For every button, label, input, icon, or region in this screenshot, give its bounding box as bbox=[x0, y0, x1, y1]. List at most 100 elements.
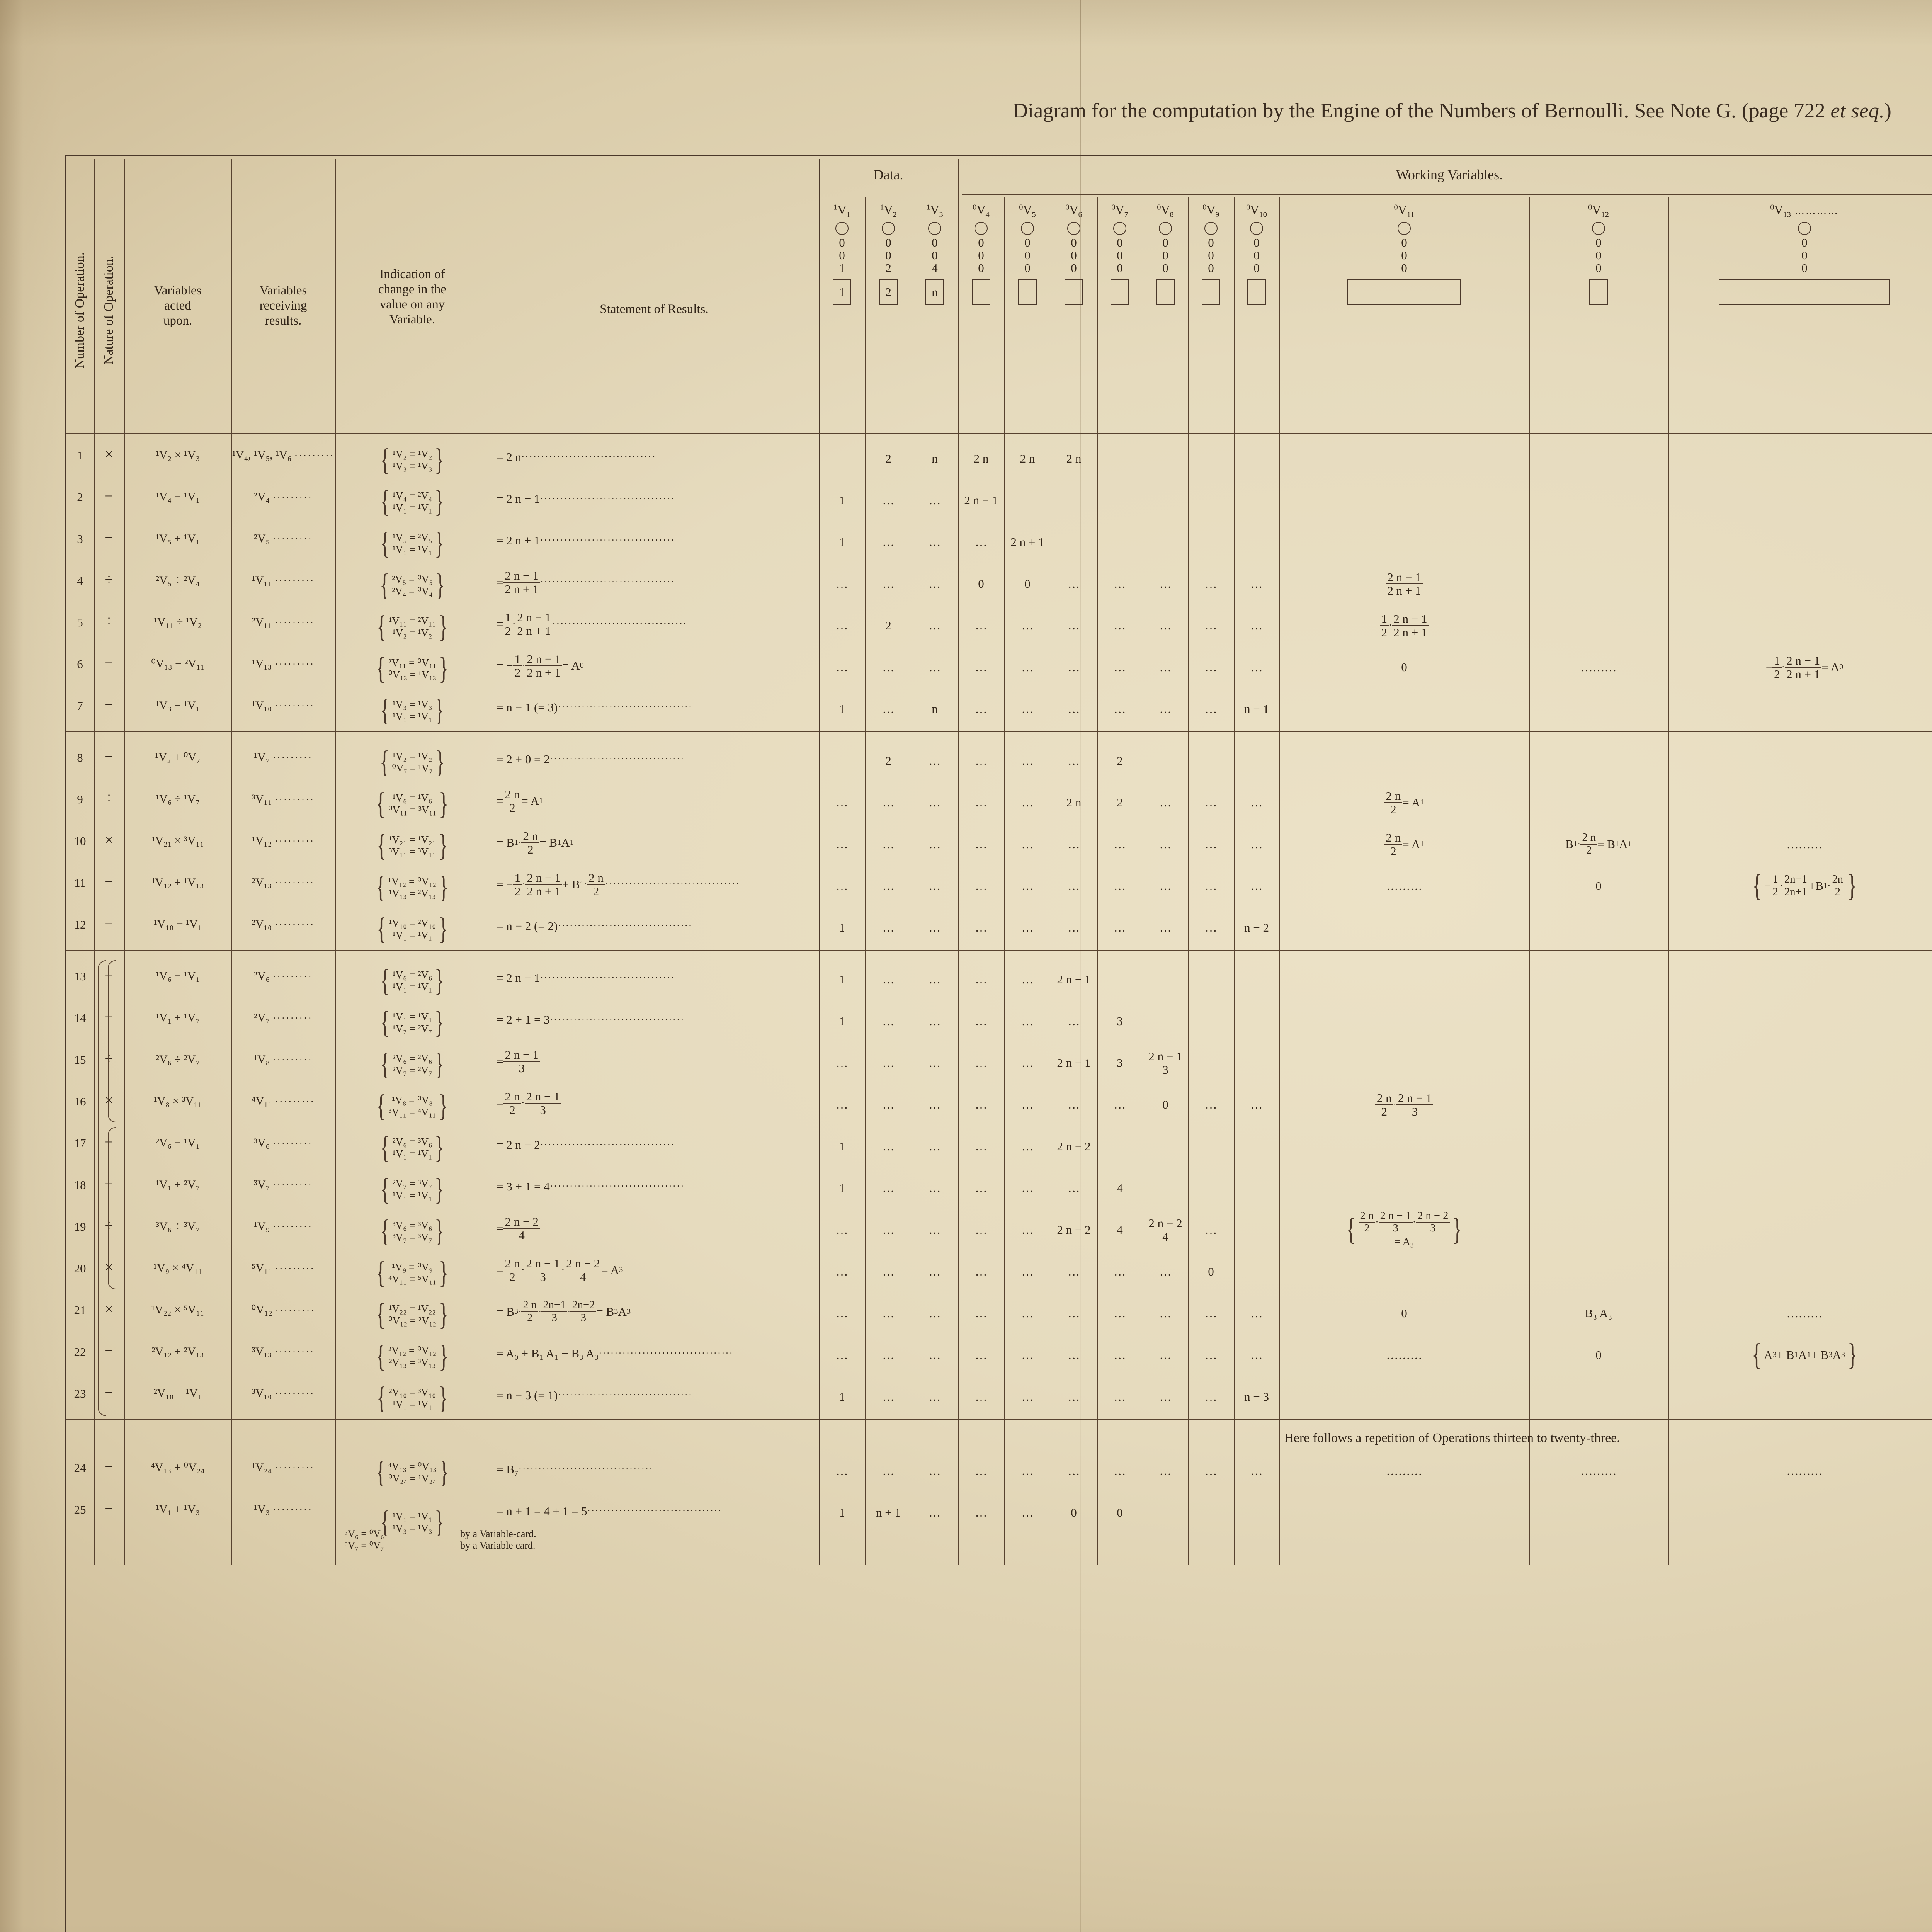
cell-v1: … bbox=[836, 1223, 848, 1237]
cell-v6: … bbox=[1068, 1181, 1080, 1195]
operation-number: 7 bbox=[77, 699, 83, 713]
table-row: 19 ÷ ³V₆ ÷ ³V₇ ¹V₉ ········· {³V₆ = ³V₆ ³V₇ =… bbox=[66, 1208, 1932, 1250]
statement-of-results: = 2 n − 1 ······························… bbox=[497, 971, 675, 985]
variable-dial-circle-v10[interactable] bbox=[1250, 222, 1263, 235]
variable-dial-circle-v3[interactable] bbox=[928, 222, 941, 235]
cell-v6: 2 n − 2 bbox=[1057, 1139, 1091, 1153]
cell-v1: … bbox=[836, 1265, 848, 1279]
indication-of-change: {¹V₁₁ = ²V₁₁ ¹V₂ = ¹V₂} bbox=[376, 610, 448, 644]
cell-v9: 0 bbox=[1208, 1265, 1214, 1279]
variables-acted-upon: ²V₅ ÷ ²V₄ bbox=[156, 574, 200, 587]
indication-of-change: {¹V₃ = ¹V₃ ¹V₁ = ¹V₁} bbox=[380, 693, 445, 728]
table-row: 22 + ²V₁₂ + ²V₁₃ ³V₁₃ ········· {²V₁₂ = ⁰V₁₂… bbox=[66, 1333, 1932, 1375]
cell-v7: … bbox=[1114, 1348, 1126, 1362]
variable-dial-circle-v6[interactable] bbox=[1067, 222, 1080, 235]
statement-of-results: = B₇ ·································· bbox=[497, 1463, 653, 1476]
statement-of-results: = n − 1 (= 3) ··························… bbox=[497, 701, 693, 714]
variable-card-box-v11[interactable] bbox=[1347, 279, 1461, 305]
variable-dial-circle-v1[interactable] bbox=[835, 222, 849, 235]
variable-card-box-v7[interactable] bbox=[1111, 279, 1129, 305]
cell-v6: … bbox=[1068, 754, 1080, 768]
indication-of-change: {³V₆ = ³V₆ ³V₇ = ³V₇} bbox=[380, 1214, 445, 1248]
variable-dial-circle-v9[interactable] bbox=[1204, 222, 1218, 235]
table-row: 2 − ¹V₄ − ¹V₁ ²V₄ ········· {¹V₄ = ²V₄ ¹V₁ = … bbox=[66, 479, 1932, 520]
variable-card-box-v9[interactable] bbox=[1202, 279, 1220, 305]
cell-v4: … bbox=[975, 921, 987, 935]
cell-v9: … bbox=[1205, 1306, 1217, 1320]
cell-v2: … bbox=[882, 577, 895, 591]
group-header-data: Data. bbox=[873, 167, 903, 182]
cell-v8: … bbox=[1159, 1265, 1172, 1279]
variable-dial-circle-v11[interactable] bbox=[1398, 222, 1411, 235]
indication-of-change: {¹V₆ = ²V₆ ¹V₁ = ¹V₁} bbox=[380, 964, 445, 998]
operation-number: 21 bbox=[74, 1303, 86, 1317]
indication-of-change: {²V₇ = ³V₇ ¹V₁ = ¹V₁} bbox=[380, 1172, 445, 1207]
cell-v5: … bbox=[1021, 973, 1034, 986]
variable-card-box-v5[interactable] bbox=[1018, 279, 1037, 305]
variables-receiving-results: ²V₄ ········· bbox=[253, 490, 313, 503]
indication-of-change-extra: ⁵V₆ = ⁰V₆ by a Variable-card. ⁶V₇ = ⁰V₇ by … bbox=[344, 1528, 536, 1551]
variables-receiving-results: ¹V₁₂ ········· bbox=[252, 834, 315, 847]
variable-dial-circle-v5[interactable] bbox=[1021, 222, 1034, 235]
table-row: 5 ÷ ¹V₁₁ ÷ ¹V₂ ²V₁₁ ········· {¹V₁₁ = ²V₁₁ ¹V… bbox=[66, 604, 1932, 646]
cell-v5: … bbox=[1021, 1056, 1034, 1070]
variable-column-header-v10: 0V10 0 0 0 bbox=[1234, 203, 1279, 305]
operation-number: 24 bbox=[74, 1461, 86, 1475]
cell-v4: … bbox=[975, 1506, 987, 1520]
cell-v5: … bbox=[1021, 879, 1034, 893]
cell-v2: … bbox=[882, 1390, 895, 1404]
variable-column-header-v13: 0V13 ………… 0 0 0 bbox=[1668, 203, 1932, 305]
column-header-variables-receiving-results: Variables receiving results. bbox=[259, 284, 307, 328]
cell-v12: 0 bbox=[1595, 1348, 1602, 1362]
variables-acted-upon: ¹V₃ − ¹V₁ bbox=[155, 699, 200, 712]
variable-dial-circle-v13[interactable] bbox=[1798, 222, 1811, 235]
variable-card-box-v10[interactable] bbox=[1247, 279, 1266, 305]
variable-card-box-v8[interactable] bbox=[1156, 279, 1175, 305]
operation-nature: × bbox=[105, 446, 113, 463]
variable-column-header-v5: 0V5 0 0 0 bbox=[1004, 203, 1051, 305]
cell-v5: … bbox=[1021, 1506, 1034, 1520]
operation-number: 9 bbox=[77, 793, 83, 806]
variable-card-box-v12[interactable] bbox=[1589, 279, 1608, 305]
variable-card-box-v3[interactable]: n bbox=[925, 279, 944, 305]
variable-card-box-v1[interactable]: 1 bbox=[833, 279, 851, 305]
cell-v6: 2 n bbox=[1066, 796, 1082, 810]
cell-v4: … bbox=[975, 1181, 987, 1195]
variables-receiving-results: ²V₆ ········· bbox=[253, 969, 313, 982]
cell-v3: … bbox=[929, 1139, 941, 1153]
cell-v3: … bbox=[929, 1265, 941, 1279]
cell-v6: … bbox=[1068, 921, 1080, 935]
cell-v3: … bbox=[929, 1390, 941, 1404]
variable-card-box-v6[interactable] bbox=[1065, 279, 1083, 305]
operation-number: 18 bbox=[74, 1178, 86, 1192]
variable-card-box-v13[interactable] bbox=[1719, 279, 1890, 305]
statement-of-results: = n − 2 (= 2) ··························… bbox=[497, 919, 693, 933]
cell-v1: … bbox=[836, 660, 848, 674]
indication-of-change: {¹V₂₁ = ¹V₂₁ ³V₁₁ = ³V₁₁} bbox=[376, 828, 448, 863]
cell-v5: … bbox=[1021, 754, 1034, 768]
cell-v1: 1 bbox=[839, 1506, 845, 1520]
variable-dial-circle-v7[interactable] bbox=[1113, 222, 1126, 235]
cell-v5: … bbox=[1021, 660, 1034, 674]
table-row: 16 × ¹V₈ × ³V₁₁ ⁴V₁₁ ········· {¹V₈ = ⁰V₈ ³V₁… bbox=[66, 1083, 1932, 1125]
cell-v6: … bbox=[1068, 1464, 1080, 1478]
statement-of-results: = 2 n − 2 ······························… bbox=[497, 1138, 675, 1152]
cell-v10: … bbox=[1250, 577, 1263, 591]
cell-v5: 2 n + 1 bbox=[1010, 535, 1044, 549]
variable-card-box-v4[interactable] bbox=[972, 279, 990, 305]
variable-dial-circle-v12[interactable] bbox=[1592, 222, 1605, 235]
operation-nature: + bbox=[105, 1500, 113, 1517]
variable-dial-circle-v8[interactable] bbox=[1159, 222, 1172, 235]
table-row: 8 + ¹V₂ + ⁰V₇ ¹V₇ ········· {¹V₂ = ¹V₂ ⁰V₇ = … bbox=[66, 739, 1932, 781]
cell-v11: 0 bbox=[1401, 1306, 1407, 1320]
variable-dial-circle-v4[interactable] bbox=[975, 222, 988, 235]
cell-v1: 1 bbox=[839, 921, 845, 935]
variable-dial-circle-v2[interactable] bbox=[882, 222, 895, 235]
cell-v7: 2 bbox=[1117, 754, 1123, 768]
variable-card-box-v2[interactable]: 2 bbox=[879, 279, 898, 305]
indication-of-change: {¹V₄ = ²V₄ ¹V₁ = ¹V₁} bbox=[380, 485, 445, 519]
